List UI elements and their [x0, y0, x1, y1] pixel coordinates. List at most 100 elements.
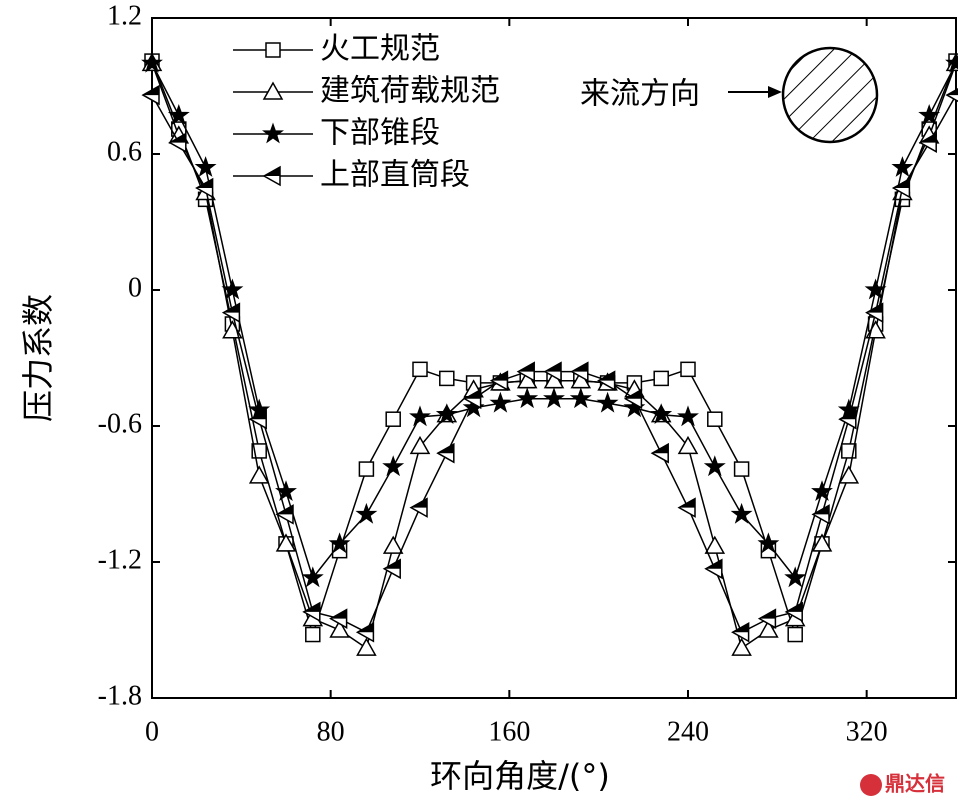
marker-shape [947, 88, 958, 96]
marker [650, 442, 669, 464]
marker [382, 535, 404, 554]
marker [439, 370, 455, 387]
marker [248, 408, 267, 430]
marker-shape [464, 389, 481, 399]
marker [168, 132, 187, 153]
marker-shape [518, 362, 535, 372]
marker [385, 411, 401, 427]
cylinder-icon [781, 46, 879, 144]
marker-shape [653, 370, 669, 387]
y-tick-label: -0.6 [98, 408, 142, 439]
marker [864, 278, 887, 300]
marker [355, 502, 378, 524]
marker-shape [265, 42, 281, 58]
marker [650, 403, 673, 425]
marker [543, 387, 565, 409]
marker [811, 533, 833, 552]
marker-shape [893, 179, 910, 188]
marker [757, 608, 777, 629]
marker [195, 177, 214, 199]
marker-shape [707, 411, 723, 427]
marker-shape [301, 566, 324, 588]
marker-shape [277, 505, 293, 515]
marker-shape [680, 361, 696, 378]
marker [355, 621, 375, 643]
marker [865, 302, 884, 323]
marker-shape [437, 444, 454, 454]
marker-shape [382, 535, 404, 554]
marker-shape [891, 156, 914, 177]
marker-shape [784, 566, 807, 588]
marker [463, 388, 482, 410]
marker-shape [409, 435, 431, 455]
y-tick-label: 0 [128, 272, 142, 303]
marker-shape [412, 361, 428, 378]
marker [356, 637, 377, 656]
marker-shape [757, 532, 780, 554]
marker-shape [411, 498, 427, 508]
marker-shape [250, 410, 267, 420]
marker [918, 132, 937, 153]
marker [301, 566, 324, 588]
marker-shape [330, 609, 347, 619]
marker-shape [731, 637, 752, 656]
legend-label: 建筑荷载规范 [320, 74, 500, 109]
y-tick-label: 0.6 [107, 136, 142, 167]
marker-shape [409, 405, 431, 427]
marker-shape [357, 623, 374, 633]
marker-shape [491, 371, 508, 381]
marker-shape [384, 559, 401, 569]
marker [409, 497, 428, 518]
marker-shape [356, 637, 377, 656]
marker [703, 455, 726, 477]
marker [653, 370, 669, 387]
marker [891, 156, 914, 177]
marker-shape [732, 623, 749, 633]
marker [596, 391, 619, 413]
marker-shape [248, 465, 270, 484]
marker [680, 361, 696, 378]
plot-frame [151, 17, 957, 699]
marker [707, 411, 723, 427]
marker-shape [839, 410, 856, 420]
arrow-head [768, 86, 782, 98]
marker [329, 619, 350, 638]
marker [677, 435, 699, 455]
marker-shape [262, 122, 284, 144]
marker-shape [169, 133, 186, 143]
marker-shape [303, 602, 320, 612]
x-axis-label: 环向角度/(°) [430, 757, 610, 795]
marker [275, 533, 297, 552]
marker [811, 504, 830, 525]
legend-marker [265, 42, 281, 58]
marker-shape [920, 133, 937, 143]
marker-shape [596, 391, 619, 413]
marker-shape [677, 405, 699, 427]
legend-marker [262, 81, 284, 100]
marker-shape [864, 278, 887, 300]
marker [302, 601, 321, 623]
marker [569, 387, 592, 409]
x-tick-label: 0 [145, 716, 159, 747]
marker-shape [625, 389, 642, 399]
marker-shape [264, 167, 280, 176]
marker [784, 566, 807, 588]
marker-shape [598, 371, 615, 381]
marker [677, 497, 696, 518]
y-tick-label: -1.8 [98, 680, 142, 711]
marker [141, 84, 160, 106]
marker-shape [733, 461, 750, 477]
marker [516, 387, 539, 409]
series-line [151, 60, 957, 638]
marker [838, 465, 860, 484]
marker [918, 104, 941, 125]
marker [489, 391, 512, 413]
marker-shape [543, 387, 565, 409]
legend-label: 火工规范 [320, 32, 440, 67]
marker-shape [167, 104, 190, 125]
marker [221, 302, 241, 323]
marker [945, 51, 958, 73]
marker-shape [439, 370, 455, 387]
x-tick-label: 80 [317, 716, 345, 747]
series-line [151, 63, 957, 650]
